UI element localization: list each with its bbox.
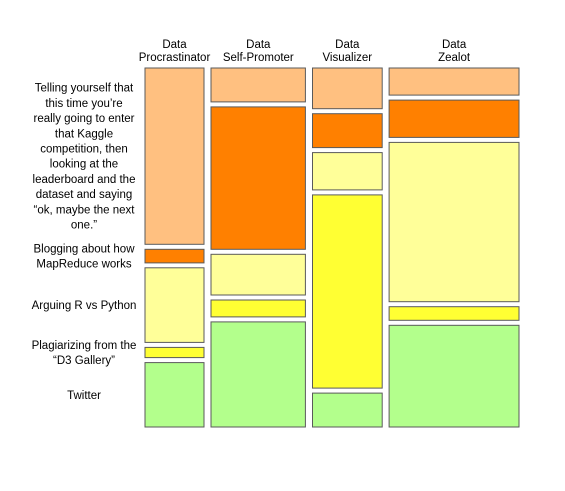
row-label-1-line-1: MapReduce works: [36, 259, 131, 271]
mosaic-cell-c2-r0: [312, 67, 383, 110]
mosaic-cell-c3-r1: [388, 99, 520, 138]
column-header-1-line-1: Self-Promoter: [223, 52, 294, 64]
mosaic-cell-c0-r0: [144, 67, 205, 245]
column-headers: DataProcrastinatorDataSelf-PromoterDataV…: [139, 39, 471, 64]
row-label-0-line-3: that Kaggle: [55, 128, 113, 140]
column-header-2-line-0: Data: [335, 39, 360, 51]
mosaic-cell-c2-r3: [312, 194, 383, 389]
mosaic-cell-c0-r1: [144, 248, 205, 264]
mosaic-cell-c3-r0: [388, 67, 520, 96]
row-label-0-line-4: competition, then: [40, 144, 128, 156]
row-label-0-line-6: leaderboard and the: [33, 174, 136, 186]
row-label-0-line-5: looking at the: [50, 159, 118, 171]
mosaic-cell-c3-r4: [388, 324, 520, 428]
row-label-3-line-1: “D3 Gallery”: [53, 355, 115, 367]
column-header-2-line-1: Visualizer: [322, 52, 372, 64]
row-label-0-line-2: really going to enter: [33, 113, 134, 125]
column-header-0-line-0: Data: [162, 39, 187, 51]
mosaic-cell-c1-r0: [210, 67, 306, 103]
mosaic-cell-c3-r2: [388, 141, 520, 303]
row-label-0-line-1: this time you’re: [45, 98, 122, 110]
mosaic-cell-c2-r1: [312, 113, 383, 149]
row-labels: Telling yourself that this time you’re rea…: [32, 83, 137, 402]
mosaic-cell-c1-r4: [210, 321, 306, 428]
mosaic-cells: [144, 67, 520, 428]
column-header-0-line-1: Procrastinator: [139, 52, 211, 64]
mosaic-cell-c1-r1: [210, 106, 306, 250]
column-header-3-line-0: Data: [442, 39, 467, 51]
column-header-3-line-1: Zealot: [438, 52, 471, 64]
mosaic-cell-c3-r3: [388, 306, 520, 321]
row-label-1-line-0: Blogging about how: [33, 244, 135, 256]
row-label-3-line-0: Plagiarizing from the: [32, 340, 137, 352]
row-label-4-line-0: Twitter: [67, 390, 101, 402]
column-header-1-line-0: Data: [246, 39, 271, 51]
row-label-0-line-0: Telling yourself that: [35, 83, 134, 95]
mosaic-cell-c0-r3: [144, 346, 205, 359]
row-label-0-line-7: dataset and saying: [36, 189, 133, 201]
mosaic-cell-c1-r3: [210, 299, 306, 318]
mosaic-cell-c0-r4: [144, 362, 205, 428]
mosaic-cell-c2-r4: [312, 392, 383, 428]
mosaic-cell-c1-r2: [210, 253, 306, 296]
row-label-2-line-0: Arguing R vs Python: [32, 300, 137, 312]
row-label-0-line-9: one.”: [71, 220, 97, 232]
row-label-0-line-8: “ok, maybe the next: [34, 204, 136, 216]
mosaic-cell-c2-r2: [312, 152, 383, 191]
mosaic-cell-c0-r2: [144, 267, 205, 343]
